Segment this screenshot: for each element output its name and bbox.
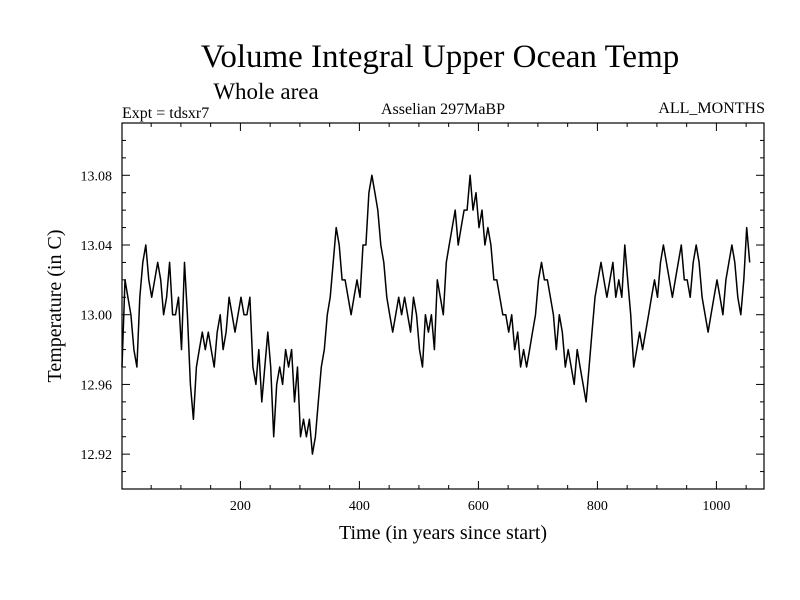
x-axis-label: Time (in years since start): [339, 522, 547, 544]
x-tick-label: 400: [349, 499, 370, 514]
expt-label: Expt = tdsxr7: [122, 105, 209, 122]
y-tick-label: 12.92: [81, 448, 113, 463]
chart-title: Volume Integral Upper Ocean Temp: [201, 39, 679, 75]
y-tick-label: 12.96: [81, 378, 113, 393]
x-tick-label: 600: [468, 499, 489, 514]
y-tick-label: 13.08: [81, 169, 113, 184]
temperature-series-line: [121, 174, 751, 455]
chart-subtitle: Whole area: [213, 79, 318, 104]
x-tick-label: 200: [230, 499, 251, 514]
y-axis-label: Temperature (in C): [44, 230, 66, 383]
months-label: ALL_MONTHS: [658, 100, 765, 117]
x-tick-label: 1000: [702, 499, 730, 514]
y-tick-label: 13.00: [81, 309, 113, 324]
plot-frame: [121, 122, 765, 490]
x-tick-label: 800: [587, 499, 608, 514]
y-tick-label: 13.04: [81, 239, 113, 254]
run-label: Asselian 297MaBP: [381, 101, 505, 118]
data-series: [121, 174, 751, 455]
axes: 200 400 600 800 1000 12.92 12.96 13.00 13.04 13.0…: [81, 123, 764, 514]
